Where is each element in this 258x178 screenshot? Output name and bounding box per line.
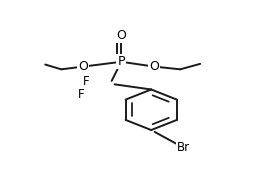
Text: O: O <box>116 29 126 42</box>
Text: O: O <box>149 60 159 73</box>
Text: O: O <box>78 60 88 73</box>
Text: P: P <box>117 55 125 68</box>
Text: F: F <box>78 88 85 101</box>
Text: Br: Br <box>177 141 190 154</box>
Text: F: F <box>83 75 90 88</box>
